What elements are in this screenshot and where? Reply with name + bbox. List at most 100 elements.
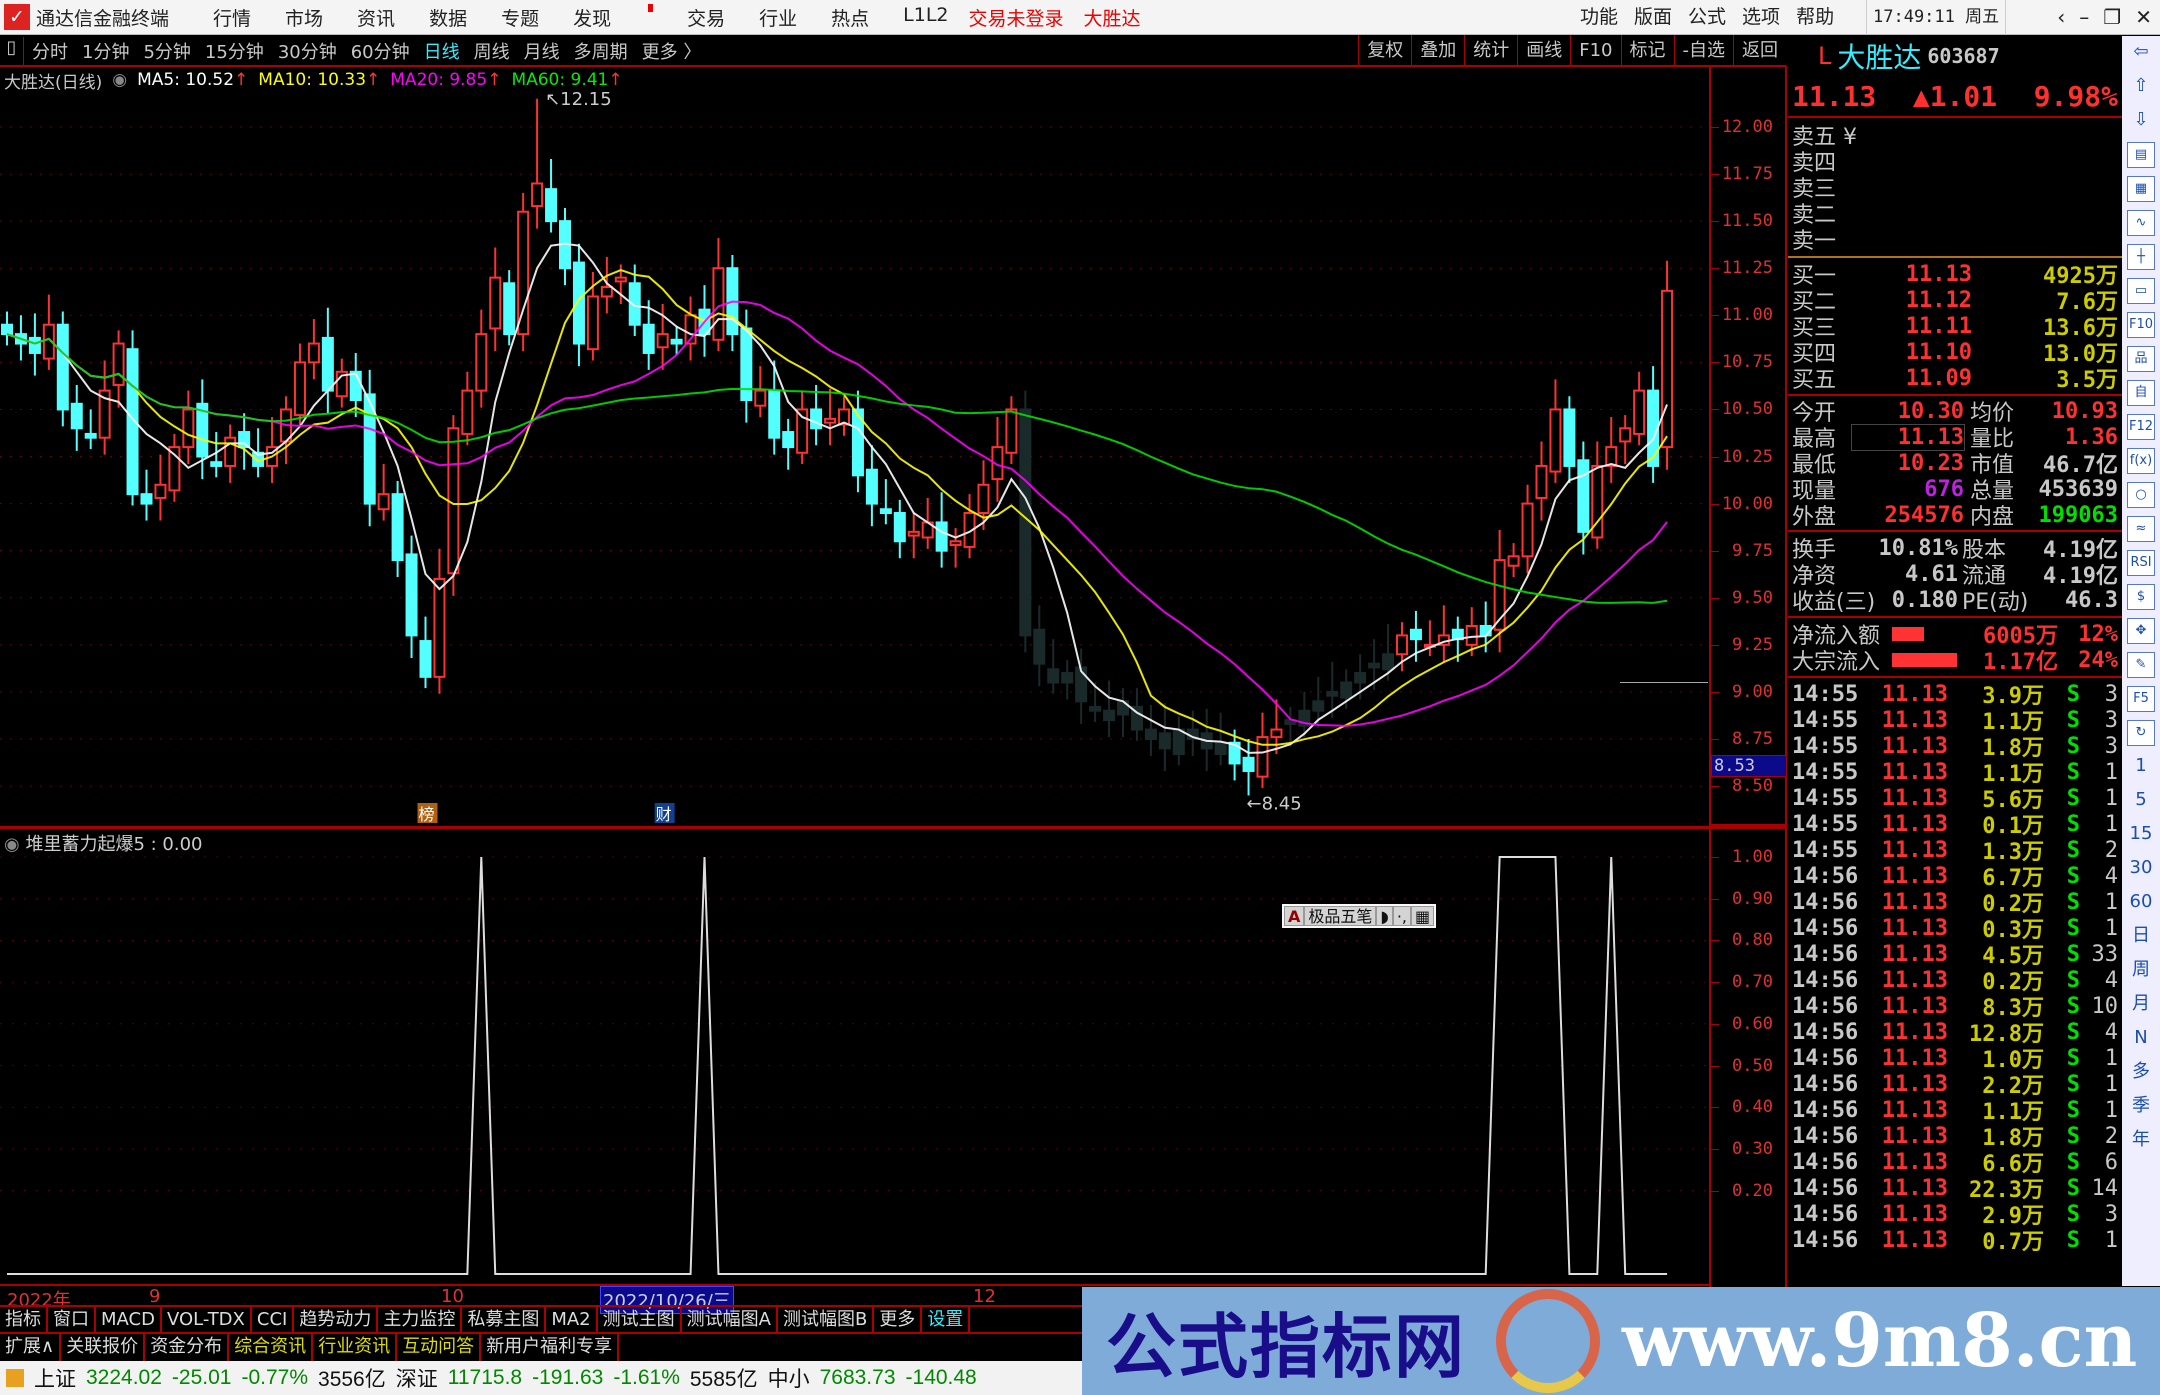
menu-item[interactable]: 专题 — [501, 7, 540, 30]
indicator-tab[interactable]: 趋势动力 — [294, 1307, 379, 1332]
info-tab[interactable]: 关联报价 — [61, 1334, 146, 1361]
menu-item[interactable]: 数据 — [429, 7, 468, 30]
collapse-icon[interactable]: ◉ — [112, 70, 128, 90]
side-tool-icon[interactable]: 品 — [2127, 346, 2155, 372]
indicator-tab[interactable]: MA2 — [546, 1307, 598, 1332]
sh-label[interactable]: 上证 — [34, 1368, 76, 1391]
side-tool-icon[interactable]: ▦ — [2127, 176, 2155, 202]
period-tab[interactable]: 分时 — [32, 41, 68, 63]
right-menu-item[interactable]: 公式 — [1688, 6, 1727, 28]
sell-row[interactable]: 卖一 — [1788, 226, 2122, 254]
tool-button[interactable]: 复权 — [1358, 35, 1411, 66]
sz-label[interactable]: 深证 — [395, 1368, 438, 1391]
menu-item[interactable]: 资讯 — [357, 7, 396, 30]
tool-button[interactable]: -自选 — [1673, 35, 1734, 66]
indicator-tab[interactable]: 更多 — [874, 1307, 923, 1332]
side-tool-icon[interactable]: RSI — [2127, 550, 2155, 576]
menu-item[interactable]: 行业 — [759, 7, 798, 30]
menu-item[interactable]: 交易 — [687, 7, 726, 30]
period-tab[interactable]: 多周期 — [573, 41, 628, 63]
tool-button[interactable]: 画线 — [1517, 35, 1570, 66]
ime-button[interactable]: A — [1284, 906, 1305, 926]
back-icon[interactable]: ‹ — [2057, 5, 2066, 29]
menu-item[interactable]: L1L2 — [903, 3, 949, 26]
menu-item[interactable]: 市场 — [285, 7, 324, 30]
sell-row[interactable]: 卖二 — [1788, 200, 2122, 228]
tool-button[interactable]: 返回 — [1733, 35, 1786, 66]
period-tab[interactable]: 周线 — [473, 41, 510, 63]
period-tab[interactable]: 5分钟 — [143, 41, 191, 63]
indicator-tab[interactable]: 测试主图 — [598, 1307, 682, 1332]
side-tool-icon[interactable]: ↻ — [2127, 720, 2155, 746]
side-period-button[interactable]: 1 — [2135, 755, 2147, 776]
tool-button[interactable]: 标记 — [1620, 35, 1674, 66]
side-period-button[interactable]: 60 — [2129, 891, 2153, 912]
side-tool-icon[interactable]: ✥ — [2127, 618, 2155, 644]
close-icon[interactable]: ✕ — [2135, 5, 2152, 29]
restore-icon[interactable]: ❐ — [2103, 5, 2122, 29]
side-tool-icon[interactable]: ⇧ — [2133, 75, 2149, 96]
side-tool-icon[interactable]: ≈ — [2127, 516, 2155, 542]
tick-list[interactable]: 14:55 11.13 3.9万 S 3 14:55 11.13 1.1万 S 3 14:55 11.… — [1788, 676, 2122, 1256]
right-menu-item[interactable]: 帮助 — [1796, 6, 1835, 28]
indicator-tab[interactable]: 主力监控 — [378, 1307, 463, 1332]
candlestick-chart[interactable]: ↖12.15 ←8.45 榜 财 — [0, 66, 1708, 826]
indicator-tab[interactable]: 指标 — [0, 1307, 48, 1332]
side-tool-icon[interactable]: F10 — [2127, 312, 2155, 338]
side-period-button[interactable]: 季 — [2132, 1095, 2150, 1116]
side-period-button[interactable]: 5 — [2135, 789, 2147, 810]
side-tool-icon[interactable]: ○ — [2127, 482, 2155, 508]
side-period-button[interactable]: 15 — [2129, 823, 2153, 844]
buy-row[interactable]: 买五 11.09 3.5万 — [1788, 365, 2122, 394]
side-tool-icon[interactable]: ✎ — [2127, 652, 2155, 678]
side-period-button[interactable]: 月 — [2132, 993, 2150, 1014]
side-tool-icon[interactable]: $ — [2127, 584, 2155, 610]
period-tab[interactable]: 30分钟 — [277, 41, 337, 63]
menu-item[interactable]: 行情 — [213, 7, 252, 30]
indicator-tab[interactable]: 设置 — [922, 1307, 971, 1332]
menu-item[interactable]: 发现 — [573, 7, 612, 30]
side-tool-icon[interactable]: ∿ — [2127, 210, 2155, 236]
right-menu-item[interactable]: 选项 — [1742, 6, 1781, 28]
zx-label[interactable]: 中小 — [767, 1368, 810, 1391]
indicator-tab[interactable]: 私募主图 — [462, 1307, 547, 1332]
info-tab[interactable]: 新用户福利专享 — [481, 1334, 620, 1361]
side-period-button[interactable]: 30 — [2129, 857, 2153, 878]
ime-button[interactable]: ·, — [1392, 906, 1412, 926]
side-period-button[interactable]: 多 — [2132, 1061, 2150, 1082]
info-tab[interactable]: 资金分布 — [145, 1334, 230, 1361]
side-tool-icon[interactable]: ▭ — [2127, 278, 2155, 304]
side-period-button[interactable]: 周 — [2132, 959, 2150, 980]
info-tab[interactable]: 互动问答 — [397, 1334, 482, 1361]
ime-button[interactable]: 极品五笔 — [1304, 906, 1377, 926]
side-period-button[interactable]: 年 — [2132, 1129, 2150, 1150]
tool-button[interactable]: F10 — [1570, 35, 1620, 66]
tool-button[interactable]: 统计 — [1464, 35, 1517, 66]
period-tab[interactable]: 更多 〉 — [641, 41, 702, 63]
ime-toolbar[interactable]: A 极品五笔 ◗ ·, ▦ — [1282, 904, 1437, 928]
side-tool-icon[interactable]: ⇩ — [2133, 109, 2149, 130]
indicator-tab[interactable]: 测试幅图B — [778, 1307, 875, 1332]
info-tab[interactable]: 综合资讯 — [229, 1334, 314, 1361]
panel-divider[interactable] — [0, 826, 1787, 829]
side-tool-icon[interactable]: ┼ — [2127, 244, 2155, 270]
event-marker[interactable] — [417, 803, 438, 823]
panel-toggle-icon[interactable]: ▯ — [0, 36, 24, 65]
sell-row[interactable]: 卖四 — [1788, 148, 2122, 176]
menu-item[interactable]: 热点 — [831, 7, 870, 30]
sell-row[interactable]: 卖五 ¥ — [1788, 122, 2122, 150]
tool-button[interactable]: 叠加 — [1411, 35, 1464, 66]
side-tool-icon[interactable]: F12 — [2127, 414, 2155, 440]
ime-button[interactable]: ▦ — [1411, 906, 1435, 926]
indicator-chart[interactable] — [0, 826, 1708, 1284]
period-tab[interactable]: 60分钟 — [350, 41, 410, 63]
side-period-button[interactable]: N — [2134, 1027, 2148, 1048]
info-tab[interactable]: 行业资讯 — [313, 1334, 398, 1361]
event-marker[interactable] — [654, 803, 675, 823]
right-menu-item[interactable]: 功能 — [1580, 6, 1619, 28]
indicator-tab[interactable]: VOL-TDX — [162, 1307, 252, 1332]
period-tab[interactable]: 月线 — [523, 41, 560, 63]
side-tool-icon[interactable]: ⇦ — [2133, 41, 2149, 62]
buy-row[interactable]: 买三 11.11 13.6万 — [1788, 313, 2122, 342]
buy-row[interactable]: 买四 11.10 13.0万 — [1788, 339, 2122, 368]
